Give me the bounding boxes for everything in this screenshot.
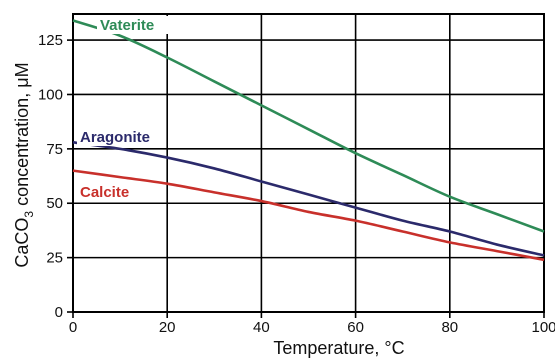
x-axis-title: Temperature, °C bbox=[273, 338, 404, 358]
x-tick-label: 60 bbox=[347, 319, 364, 336]
x-tick-label: 20 bbox=[159, 319, 176, 336]
series-label-background bbox=[97, 16, 175, 34]
series-line-aragonite bbox=[72, 141, 545, 257]
series-labels: Vaterite Aragonite Calcite bbox=[77, 16, 175, 201]
x-tick-label: 0 bbox=[69, 319, 77, 336]
x-tick-label: 100 bbox=[531, 319, 555, 336]
y-tick-label: 25 bbox=[46, 250, 63, 267]
y-tick-label: 100 bbox=[38, 86, 63, 103]
series-label-background bbox=[77, 128, 164, 146]
series-label-aragonite: Aragonite bbox=[80, 129, 150, 146]
y-tick-label: 75 bbox=[46, 141, 63, 158]
y-axis-title: CaCO3 concentration, μM bbox=[12, 62, 36, 267]
y-tick-label: 125 bbox=[38, 32, 63, 49]
x-tick-label: 80 bbox=[441, 319, 458, 336]
series-line-calcite bbox=[72, 169, 545, 262]
plot-frame bbox=[72, 13, 545, 313]
y-tick-label: 50 bbox=[46, 195, 63, 212]
y-axis-title-subscript: 3 bbox=[22, 211, 36, 218]
series-lines bbox=[72, 19, 545, 262]
y-tick-label: 0 bbox=[55, 304, 63, 321]
x-tick-label: 40 bbox=[253, 319, 270, 336]
series-label-background bbox=[77, 183, 146, 201]
series-label-vaterite: Vaterite bbox=[100, 17, 154, 34]
series-line-vaterite bbox=[72, 19, 545, 233]
axis-ticks: 0 20 40 60 80 100 0 25 50 75 100 125 bbox=[38, 32, 555, 336]
y-axis-title-part-b: concentration, μM bbox=[12, 62, 32, 210]
y-axis-title-part-a: CaCO bbox=[12, 218, 32, 268]
grid bbox=[72, 14, 545, 313]
series-label-calcite: Calcite bbox=[80, 184, 129, 201]
